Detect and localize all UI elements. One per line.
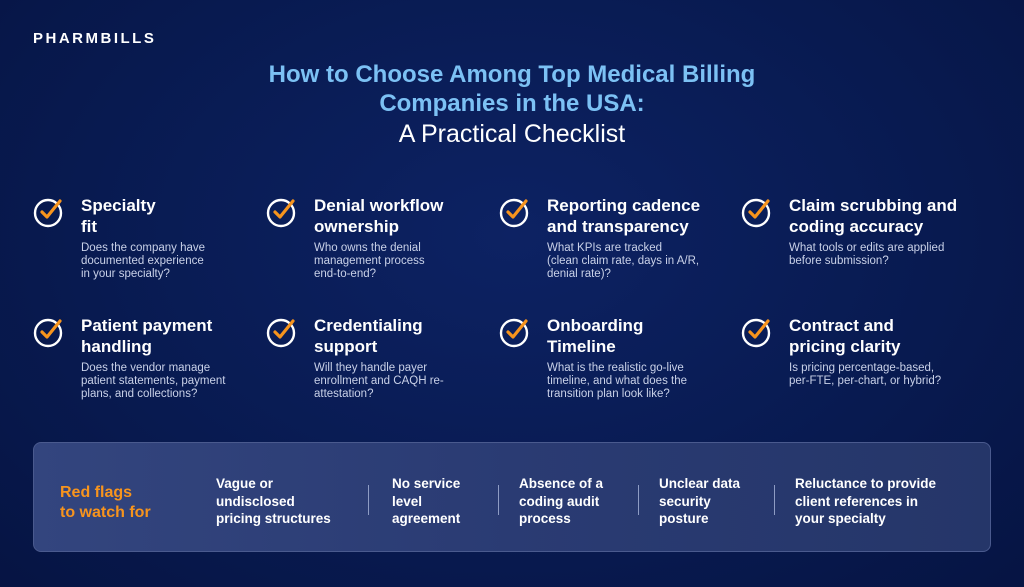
flag-line: undisclosed — [216, 493, 295, 509]
item-title: Denial workflow ownership — [314, 195, 443, 237]
red-flags-panel: Red flags to watch for Vague or undisclosed… — [33, 442, 991, 552]
title-line: and transparency — [547, 217, 689, 236]
description-line: Does the company have — [81, 242, 206, 254]
item-title: Claim scrubbing and coding accuracy — [789, 195, 957, 237]
label-line: Red flags — [60, 484, 133, 501]
title-line: Onboarding — [547, 316, 644, 335]
flag-line: level — [392, 493, 423, 509]
description-line: end-to-end? — [314, 268, 377, 280]
title-line: Companies in the USA: — [379, 90, 645, 117]
check-icon — [33, 318, 63, 348]
description-line: per-FTE, per-chart, or hybrid? — [789, 375, 942, 387]
item-title: Contract and pricing clarity — [789, 315, 900, 357]
description-line: (clean claim rate, days in A/R, — [547, 255, 700, 267]
flag-line: pricing structures — [216, 511, 331, 526]
check-icon — [499, 198, 529, 228]
flag-line: agreement — [392, 511, 461, 526]
description-line: Who owns the denial — [314, 242, 421, 254]
description-line: transition plan look like? — [547, 388, 670, 400]
title-line: Patient payment — [81, 316, 213, 335]
check-icon — [499, 318, 529, 348]
flag-line: security — [659, 493, 711, 509]
title-line: Timeline — [547, 337, 616, 356]
red-flag-item: Absence of a coding audit process — [519, 475, 603, 528]
item-description: Does the company have documented experien… — [81, 242, 205, 281]
check-icon — [33, 198, 63, 228]
check-icon — [266, 198, 296, 228]
separator — [368, 485, 369, 515]
description-line: attestation? — [314, 388, 374, 400]
check-icon — [266, 318, 296, 348]
item-description: Is pricing percentage-based, per-FTE, per… — [789, 362, 941, 388]
red-flag-item: Vague or undisclosed pricing structures — [216, 475, 331, 528]
description-line: Is pricing percentage-based, — [789, 362, 935, 374]
title-line: pricing clarity — [789, 337, 901, 356]
description-line: Will they handle payer — [314, 362, 428, 374]
separator — [638, 485, 639, 515]
separator — [498, 485, 499, 515]
description-line: patient statements, payment — [81, 375, 226, 387]
description-line: management process — [314, 255, 425, 267]
flag-line: Reluctance to provide — [795, 476, 937, 491]
flag-line: process — [519, 511, 571, 526]
title-line: Denial workflow — [314, 196, 444, 215]
item-title: Patient payment handling — [81, 315, 212, 357]
flag-line: client references in — [795, 493, 919, 509]
item-title: Specialty fit — [81, 195, 156, 237]
red-flags-label: Red flags to watch for — [60, 483, 151, 523]
flag-line: posture — [659, 511, 709, 526]
title-line: Contract and — [789, 316, 894, 335]
red-flag-item: Reluctance to provide client references i… — [795, 475, 936, 528]
flag-line: Unclear data — [659, 476, 741, 491]
item-description: What is the realistic go-live timeline, a… — [547, 362, 687, 401]
description-line: before submission? — [789, 255, 889, 267]
description-line: What tools or edits are applied — [789, 242, 945, 254]
title-line: fit — [81, 217, 98, 236]
item-description: Will they handle payer enrollment and CAQ… — [314, 362, 444, 401]
check-icon — [741, 198, 771, 228]
label-line: to watch for — [60, 504, 151, 521]
flag-line: Vague or — [216, 476, 274, 491]
brand: PHARMBILLS — [33, 30, 157, 47]
separator — [774, 485, 775, 515]
item-description: What tools or edits are applied before su… — [789, 242, 944, 268]
title-line: ownership — [314, 217, 400, 236]
red-flag-item: No service level agreement — [392, 475, 460, 528]
item-title: Credentialing support — [314, 315, 423, 357]
description-line: What is the realistic go-live — [547, 362, 684, 374]
item-description: Who owns the denial management process end… — [314, 242, 425, 281]
flag-line: your specialty — [795, 511, 886, 526]
item-description: Does the vendor manage patient statements… — [81, 362, 225, 401]
flag-line: Absence of a — [519, 476, 604, 491]
subtitle: A Practical Checklist — [398, 120, 626, 148]
item-description: What KPIs are tracked (clean claim rate, … — [547, 242, 699, 281]
title-line: handling — [81, 337, 152, 356]
header: How to Choose Among Top Medical Billing C… — [0, 60, 1024, 150]
title-line: Credentialing — [314, 316, 423, 335]
item-title: Onboarding Timeline — [547, 315, 643, 357]
flag-line: coding audit — [519, 493, 600, 509]
red-flag-item: Unclear data security posture — [659, 475, 740, 528]
title-line: How to Choose Among Top Medical Billing — [268, 61, 756, 88]
description-line: Does the vendor manage — [81, 362, 211, 374]
title-line: support — [314, 337, 378, 356]
item-title: Reporting cadence and transparency — [547, 195, 700, 237]
description-line: documented experience — [81, 255, 204, 267]
description-line: plans, and collections? — [81, 388, 198, 400]
title-line: Claim scrubbing and — [789, 196, 958, 215]
description-line: denial rate)? — [547, 268, 611, 280]
check-icon — [741, 318, 771, 348]
title-line: Reporting cadence — [547, 196, 701, 215]
description-line: timeline, and what does the — [547, 375, 688, 387]
flag-line: No service — [392, 476, 461, 491]
title-line: Specialty — [81, 196, 156, 215]
description-line: What KPIs are tracked — [547, 242, 663, 254]
title-line: coding accuracy — [789, 217, 924, 236]
description-line: enrollment and CAQH re- — [314, 375, 444, 387]
description-line: in your specialty? — [81, 268, 170, 280]
